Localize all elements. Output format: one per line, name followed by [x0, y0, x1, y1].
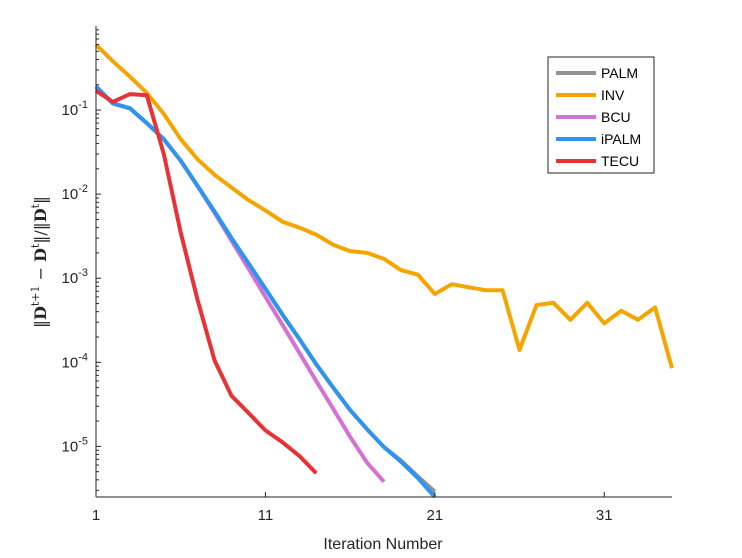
x-tick-label: 21 — [426, 507, 443, 524]
ylabel-division: / — [31, 230, 50, 236]
legend: PALM INV BCU iPALM TECU — [547, 56, 655, 174]
ylabel-numerator-superscript: t+1 — [29, 286, 42, 307]
ylabel-denominator-superscript: t — [29, 203, 42, 208]
ylabel-minus: − — [31, 262, 50, 286]
series-line-ipalm — [94, 85, 437, 499]
ylabel-numerator-symbol: D — [31, 306, 50, 320]
ylabel-numerator-symbol-2: D — [31, 248, 50, 262]
series-line-inv — [94, 43, 674, 369]
x-tick-label: 31 — [596, 507, 613, 524]
x-ticks: 1 11 21 31 — [92, 492, 613, 524]
legend-items: PALM INV BCU iPALM TECU — [556, 65, 641, 169]
ylabel-numerator-superscript-2: t — [29, 243, 42, 248]
legend-label-tecu: TECU — [601, 153, 639, 169]
y-tick-label: 10-1 — [62, 99, 88, 119]
y-tick-label: 10-2 — [62, 183, 88, 203]
y-ticks: 10-5 10-4 10-3 10-2 10-1 — [62, 29, 101, 491]
y-tick-label: 10-5 — [62, 435, 88, 455]
ylabel-denominator-symbol: D — [31, 208, 50, 222]
x-axis-label: Iteration Number — [323, 536, 443, 553]
axes-layer — [95, 26, 672, 498]
legend-label-bcu: BCU — [601, 109, 631, 125]
y-axis-label: ‖Dt+1 − Dt‖/‖Dt‖ — [29, 196, 50, 328]
x-tick-label: 1 — [92, 507, 100, 524]
series-layer — [94, 43, 674, 499]
series-line-tecu — [94, 89, 318, 475]
legend-label-palm: PALM — [601, 65, 638, 81]
y-tick-label: 10-3 — [62, 267, 88, 287]
x-tick-label: 11 — [258, 507, 274, 524]
legend-label-inv: INV — [601, 87, 625, 103]
legend-label-ipalm: iPALM — [601, 131, 641, 147]
y-tick-label: 10-4 — [62, 351, 88, 371]
